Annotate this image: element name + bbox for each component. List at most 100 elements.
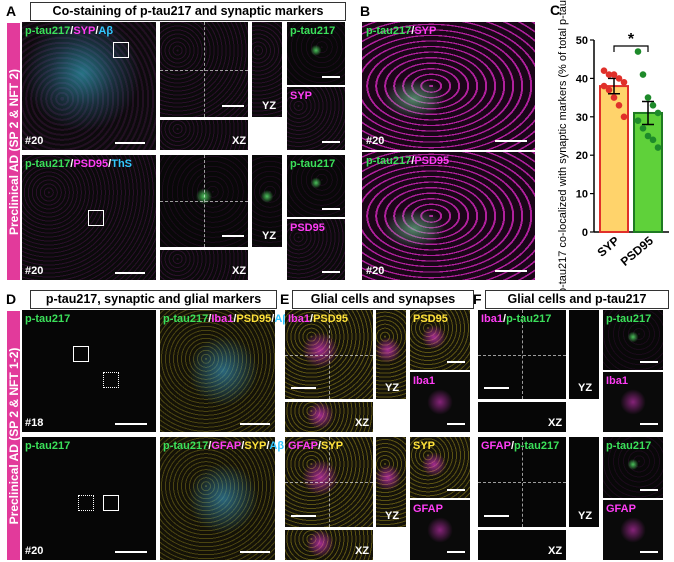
x-tick-label: PSD95: [618, 233, 656, 268]
data-point: [610, 94, 618, 101]
channel-label: GFAP: [606, 502, 636, 515]
significance-bracket: [613, 45, 649, 52]
panel-header: Glial cells and p-tau217: [485, 290, 669, 309]
data-point: [654, 109, 662, 117]
sample-id: #20: [25, 265, 44, 277]
micrograph: [285, 530, 373, 560]
bar: [633, 111, 663, 233]
channel-label: Iba1: [413, 375, 436, 387]
image-label: Iba1/p-tau217: [481, 313, 551, 325]
ortho-label: XZ: [355, 545, 370, 557]
channel-label: SYP: [413, 440, 436, 452]
micrograph: [603, 310, 663, 370]
channel-label: Iba1: [606, 375, 629, 387]
y-axis-label: p-tau217 co-localized with synaptic mark…: [557, 0, 569, 290]
scale-bar: [115, 551, 147, 553]
image-label: p-tau217/SYP: [366, 25, 436, 37]
label-segment: p-tau217: [25, 158, 71, 170]
ortho-label: YZ: [385, 382, 400, 394]
channel-label: GFAP: [413, 502, 443, 515]
sample-id: #20: [366, 265, 385, 277]
label-segment: PSD95: [313, 313, 348, 325]
micrograph: [362, 22, 535, 150]
ortho-label: XZ: [548, 417, 563, 429]
data-point: [639, 71, 647, 78]
micrograph: [287, 155, 345, 217]
channel-label: p-tau217: [290, 158, 336, 170]
micrograph: [160, 437, 275, 560]
y-tick-label: 30: [576, 112, 588, 124]
label-segment: /: [266, 440, 270, 452]
label-segment: Aβ: [269, 440, 285, 452]
x-tick-label: SYP: [595, 234, 622, 260]
label-segment: /: [208, 313, 212, 325]
channel-label: p-tau217: [25, 440, 71, 452]
panel-header: p-tau217, synaptic and glial markers: [30, 290, 277, 309]
scale-bar: [291, 515, 316, 517]
label-segment: PSD95: [236, 313, 272, 325]
micrograph: [160, 250, 248, 280]
label-segment: GFAP: [211, 440, 242, 452]
micrograph: [410, 372, 470, 432]
micrograph: [22, 310, 156, 432]
channel-label: SYP: [290, 90, 313, 102]
scale-bar: [240, 423, 270, 425]
micrograph: [376, 437, 406, 527]
scale-bar: [115, 142, 145, 144]
label-segment: /: [310, 313, 314, 325]
y-tick-label: 10: [576, 189, 588, 201]
panel-letter: C: [550, 2, 560, 18]
label-segment: SYP: [244, 440, 267, 452]
label-segment: p-tau217: [366, 25, 412, 37]
scale-bar: [222, 235, 244, 237]
ortho-label: YZ: [578, 510, 593, 522]
y-tick-label: 40: [576, 73, 588, 85]
data-point: [605, 71, 613, 78]
label-segment: GFAP: [481, 440, 511, 452]
micrograph: [603, 437, 663, 498]
label-segment: PSD95: [414, 155, 450, 167]
micrograph: [252, 22, 282, 117]
scale-bar: [322, 271, 340, 273]
label-segment: p-tau217: [506, 313, 552, 325]
crosshair: [160, 69, 248, 71]
data-point: [600, 82, 608, 90]
label-segment: /: [108, 158, 112, 170]
label-segment: ThS: [111, 158, 133, 170]
crosshair: [478, 354, 566, 356]
micrograph: [285, 402, 373, 432]
image-label: GFAP/SYP: [288, 440, 343, 452]
roi-box: [73, 346, 89, 362]
micrograph: [287, 87, 345, 150]
ortho-label: YZ: [262, 230, 277, 242]
micrograph: [252, 155, 282, 247]
scale-bar: [447, 551, 465, 553]
scale-bar: [322, 141, 340, 143]
crosshair: [160, 201, 248, 202]
label-segment: SYP: [73, 25, 96, 37]
label-segment: PSD95: [73, 158, 109, 170]
micrograph: [410, 437, 470, 498]
micrograph: [478, 530, 566, 560]
panel-letter: D: [6, 291, 17, 307]
data-point: [620, 113, 628, 121]
ortho-label: XZ: [232, 265, 247, 277]
micrograph: [287, 218, 345, 280]
scale-bar: [640, 488, 658, 491]
roi-box: [103, 372, 119, 388]
label-segment: /: [510, 440, 515, 452]
channel-label: p-tau217: [606, 313, 652, 325]
scale-bar: [495, 270, 527, 272]
label-segment: Iba1: [211, 313, 234, 325]
data-point: [649, 136, 657, 144]
label-segment: GFAP: [288, 440, 318, 452]
label-segment: /: [233, 313, 237, 325]
crosshair: [478, 482, 566, 483]
label-segment: Iba1: [481, 313, 504, 325]
ortho-label: XZ: [548, 545, 563, 557]
scale-bar: [640, 551, 658, 553]
scale-bar: [322, 207, 340, 210]
sample-id: #20: [366, 135, 385, 147]
scale-bar: [447, 361, 465, 363]
